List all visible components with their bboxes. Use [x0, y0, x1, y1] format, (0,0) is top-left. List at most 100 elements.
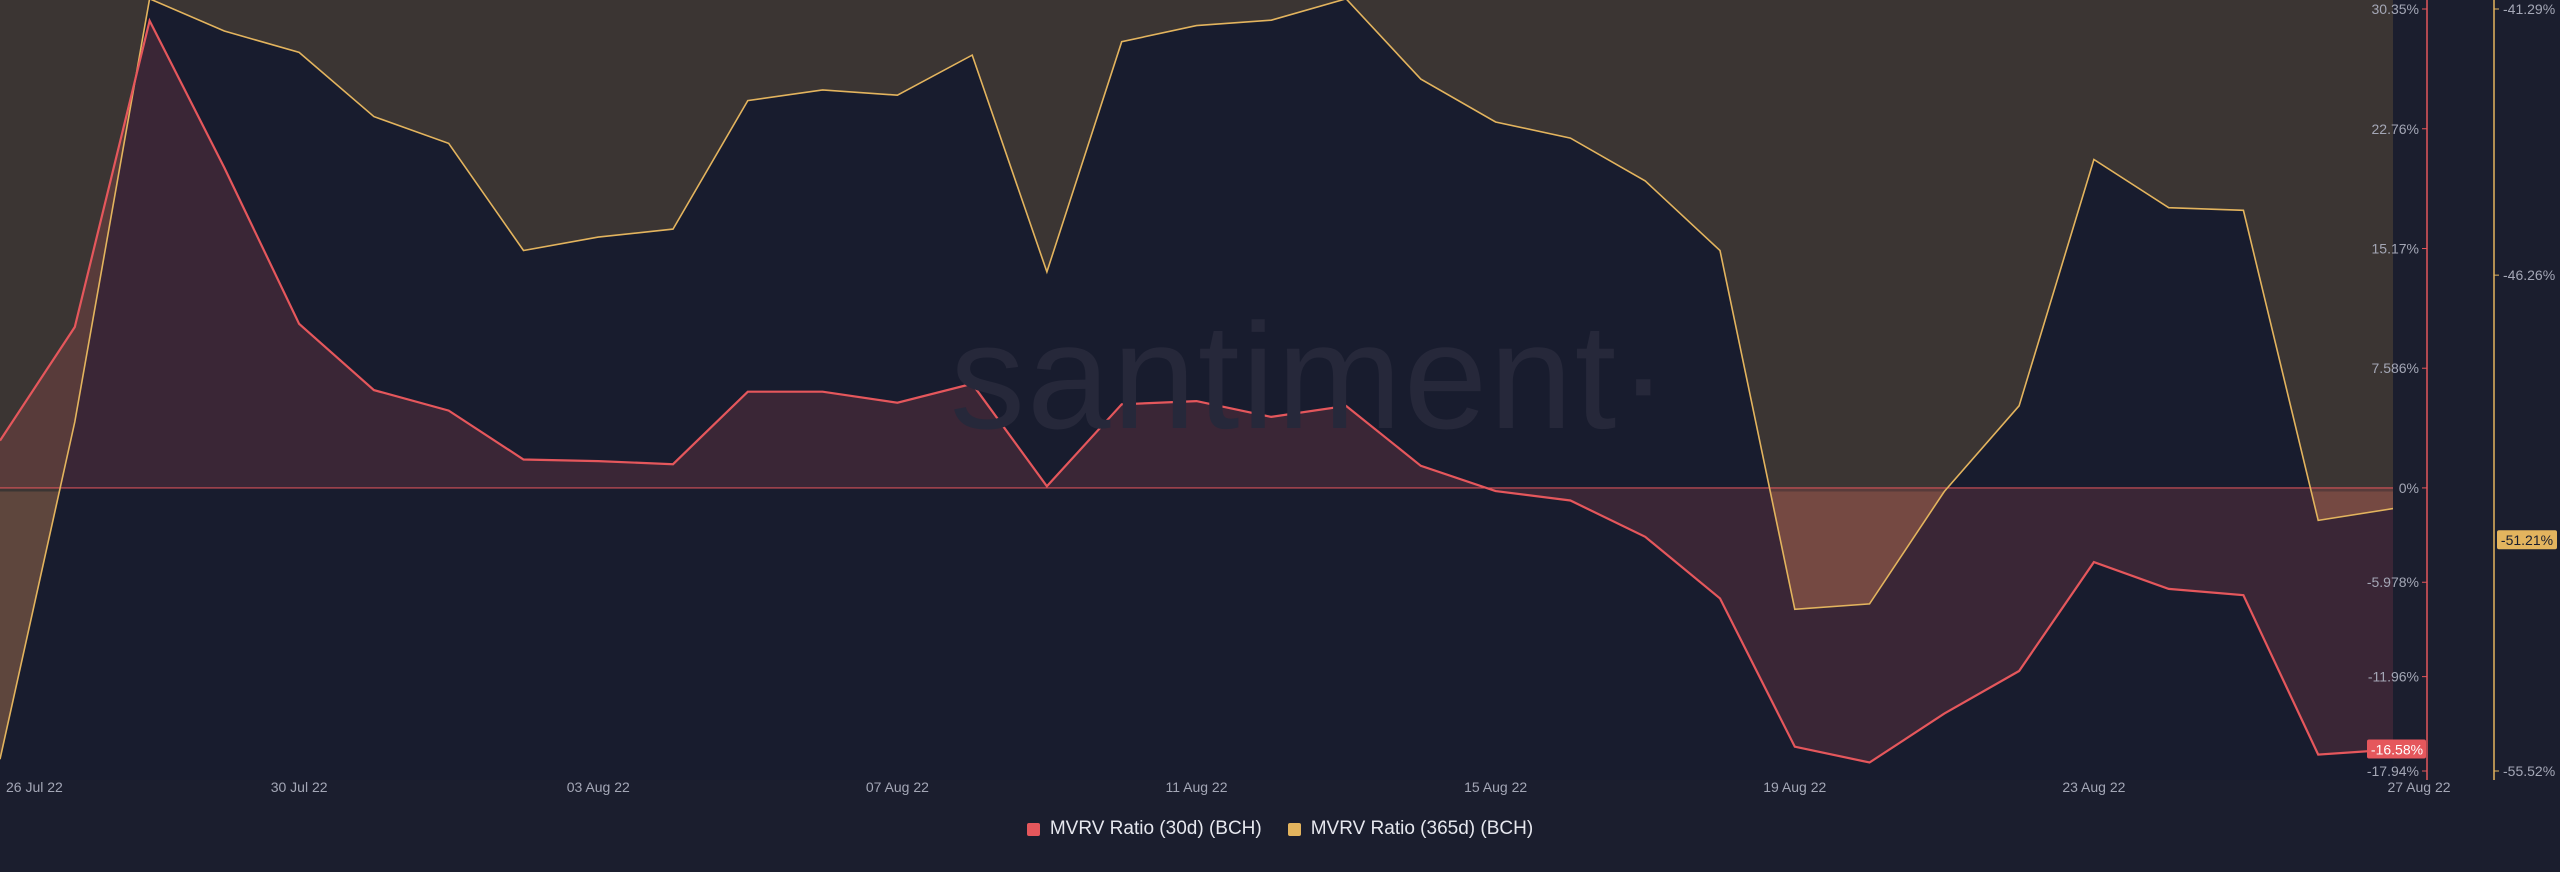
point-mvrv-30d: [1344, 404, 1348, 408]
point-mvrv-365d: [297, 50, 301, 54]
area-mvrv-365d-below: [0, 491, 2393, 760]
point-mvrv-30d: [521, 458, 525, 462]
x-tick-label: 27 Aug 22: [2387, 779, 2450, 795]
point-mvrv-365d: [2391, 507, 2395, 511]
point-mvrv-365d: [1269, 18, 1273, 22]
point-mvrv-30d: [2316, 753, 2320, 757]
x-tick-label: 19 Aug 22: [1763, 779, 1826, 795]
point-mvrv-30d: [1195, 399, 1199, 403]
point-mvrv-30d: [2092, 560, 2096, 564]
point-mvrv-30d: [821, 390, 825, 394]
right-tick-label: -46.26%: [2503, 267, 2555, 283]
point-mvrv-365d: [372, 115, 376, 119]
point-mvrv-30d: [2241, 593, 2245, 597]
left-tick-label: -5.978%: [2367, 574, 2419, 590]
point-mvrv-365d: [1793, 607, 1797, 611]
point-mvrv-30d: [447, 409, 451, 413]
point-mvrv-365d: [521, 249, 525, 253]
badge-label-mvrv-365d: -51.21%: [2501, 532, 2553, 548]
area-mvrv-30d: [0, 20, 2393, 763]
point-mvrv-30d: [297, 322, 301, 326]
left-tick-label: -17.94%: [2367, 763, 2419, 779]
left-tick-label: 22.76%: [2372, 121, 2419, 137]
point-mvrv-30d: [2167, 587, 2171, 591]
point-mvrv-365d: [1419, 77, 1423, 81]
legend: MVRV Ratio (30d) (BCH) MVRV Ratio (365d)…: [0, 818, 2560, 840]
point-mvrv-30d: [671, 462, 675, 466]
point-mvrv-30d: [746, 390, 750, 394]
point-mvrv-30d: [1793, 745, 1797, 749]
point-mvrv-365d: [1718, 249, 1722, 253]
x-tick-label: 23 Aug 22: [2062, 779, 2125, 795]
legend-swatch-mvrv-365d: [1287, 822, 1301, 836]
point-mvrv-30d: [1045, 484, 1049, 488]
point-mvrv-30d: [2017, 669, 2021, 673]
point-mvrv-365d: [746, 99, 750, 103]
left-tick-label: 30.35%: [2372, 1, 2419, 17]
left-tick-label: 7.586%: [2372, 360, 2419, 376]
legend-item-mvrv-30d[interactable]: MVRV Ratio (30d) (BCH): [1026, 818, 1262, 840]
point-mvrv-30d: [1868, 760, 1872, 764]
point-mvrv-365d: [596, 235, 600, 239]
point-mvrv-30d: [148, 19, 152, 23]
point-mvrv-365d: [821, 88, 825, 92]
point-mvrv-30d: [1494, 489, 1498, 493]
point-mvrv-30d: [1120, 402, 1124, 406]
x-tick-label: 03 Aug 22: [567, 779, 630, 795]
point-mvrv-30d: [895, 401, 899, 405]
point-mvrv-365d: [2316, 518, 2320, 522]
right-tick-label: -55.52%: [2503, 763, 2555, 779]
x-tick-label: 07 Aug 22: [866, 779, 929, 795]
left-tick-label: 0%: [2399, 480, 2419, 496]
point-mvrv-365d: [447, 141, 451, 145]
x-tick-label: 11 Aug 22: [1165, 779, 1227, 795]
point-mvrv-30d: [372, 388, 376, 392]
axis-panel: [2393, 0, 2560, 780]
point-mvrv-365d: [2017, 404, 2021, 408]
right-tick-label: -41.29%: [2503, 1, 2555, 17]
line-mvrv-30d: [0, 17, 2393, 764]
point-mvrv-365d: [671, 227, 675, 231]
left-tick-label: -11.96%: [2368, 669, 2419, 685]
point-mvrv-365d: [222, 29, 226, 33]
point-mvrv-30d: [222, 166, 226, 170]
point-mvrv-365d: [1494, 120, 1498, 124]
badge-mvrv-30d: [2367, 739, 2426, 759]
legend-swatch-mvrv-30d: [1026, 822, 1040, 836]
badge-label-mvrv-30d: -16.58%: [2371, 742, 2423, 758]
area-mvrv-365d-above: [0, 0, 2393, 492]
x-tick-label: 30 Jul 22: [271, 779, 328, 795]
point-mvrv-30d: [1269, 415, 1273, 419]
point-mvrv-365d: [73, 420, 77, 424]
point-mvrv-365d: [1868, 602, 1872, 606]
point-mvrv-365d: [2167, 206, 2171, 210]
point-mvrv-365d: [1045, 270, 1049, 274]
point-mvrv-365d: [1120, 40, 1124, 44]
legend-item-mvrv-365d[interactable]: MVRV Ratio (365d) (BCH): [1287, 818, 1534, 840]
point-mvrv-365d: [2092, 157, 2096, 161]
left-tick-label: 15.17%: [2372, 241, 2419, 257]
point-mvrv-365d: [895, 93, 899, 97]
point-mvrv-30d: [970, 382, 974, 386]
x-tick-label: 26 Jul 22: [6, 779, 63, 795]
point-mvrv-30d: [73, 325, 77, 329]
badge-mvrv-365d: [2497, 530, 2557, 550]
point-mvrv-365d: [1643, 179, 1647, 183]
point-mvrv-30d: [1718, 596, 1722, 600]
x-tick-label: 15 Aug 22: [1464, 779, 1527, 795]
point-mvrv-365d: [1942, 489, 1946, 493]
point-mvrv-365d: [1195, 24, 1199, 28]
legend-label-mvrv-365d: MVRV Ratio (365d) (BCH): [1310, 818, 1534, 839]
line-mvrv-365d: [0, 0, 2393, 760]
point-mvrv-30d: [596, 459, 600, 463]
point-mvrv-30d: [1419, 464, 1423, 468]
legend-label-mvrv-30d: MVRV Ratio (30d) (BCH): [1049, 818, 1262, 839]
point-mvrv-30d: [1942, 712, 1946, 716]
point-mvrv-30d: [1568, 499, 1572, 503]
point-mvrv-30d: [1643, 535, 1647, 539]
point-mvrv-365d: [970, 53, 974, 57]
point-mvrv-365d: [1568, 136, 1572, 140]
point-mvrv-365d: [2241, 208, 2245, 212]
